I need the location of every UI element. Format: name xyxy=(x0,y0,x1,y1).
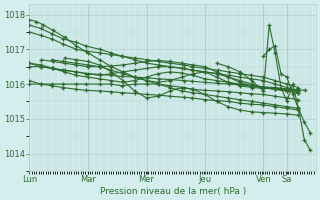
X-axis label: Pression niveau de la mer( hPa ): Pression niveau de la mer( hPa ) xyxy=(100,187,246,196)
